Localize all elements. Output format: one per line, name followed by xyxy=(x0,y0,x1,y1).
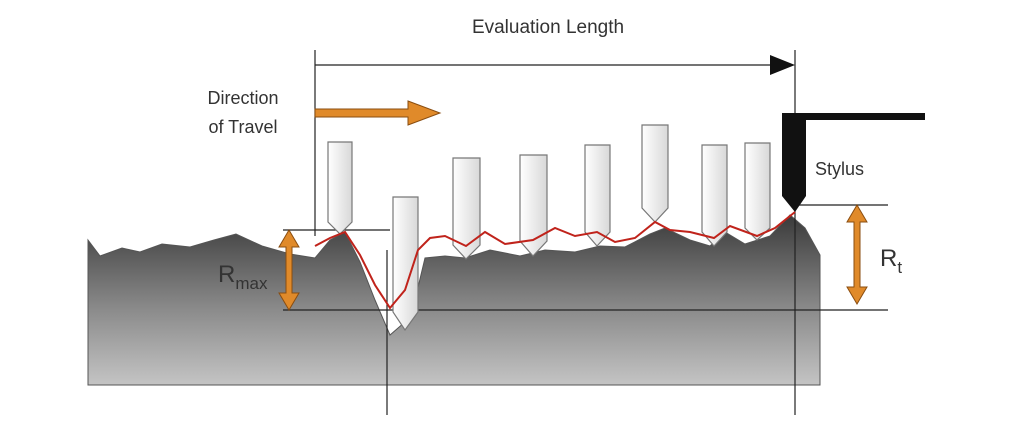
stylus xyxy=(782,114,806,212)
direction-label: of Travel xyxy=(208,117,277,137)
direction-label: Direction xyxy=(207,88,278,108)
rt-label: Rt xyxy=(880,245,902,277)
rmax-sub: max xyxy=(235,274,268,293)
reference-lines xyxy=(283,50,888,415)
stylus-arm xyxy=(782,113,925,120)
orange-arrows xyxy=(278,100,868,311)
arrowhead xyxy=(770,55,795,75)
evaluation-length-label: Evaluation Length xyxy=(472,17,624,38)
rmax-base: R xyxy=(218,261,235,288)
rt-sub: t xyxy=(897,258,902,277)
rmax-label: Rmax xyxy=(218,261,268,293)
stylus-label: Stylus xyxy=(815,159,864,179)
trace xyxy=(314,211,796,310)
rt-base: R xyxy=(880,245,897,272)
